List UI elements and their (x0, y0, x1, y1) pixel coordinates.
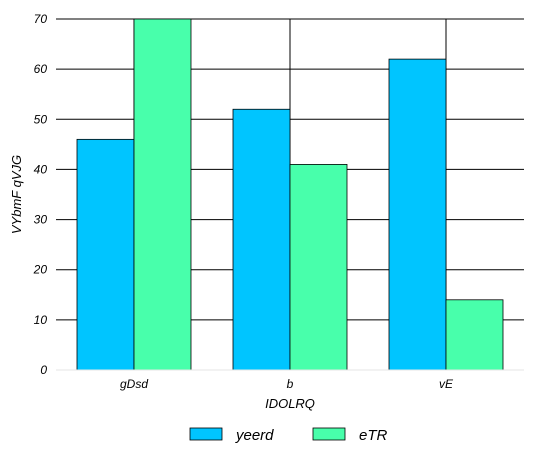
y-tick-label: 20 (33, 263, 48, 277)
legend-label-eTR: eTR (359, 427, 388, 444)
bar-yeerd-b (232, 108, 291, 371)
y-tick-label: 10 (34, 313, 48, 327)
axes: 0 10 20 30 40 50 60 70 gDsd b vE (33, 12, 524, 391)
y-axis-label: VYbmF qVJG (9, 155, 24, 234)
y-tick-label: 30 (34, 213, 48, 227)
legend-label-yeerd: yeerd (235, 427, 274, 444)
legend-swatch-eTR (312, 427, 346, 441)
legend: yeerd eTR (189, 427, 388, 444)
bar-eTR-gDsd (133, 18, 192, 371)
y-tick-label: 60 (34, 62, 48, 76)
x-tick-label: b (287, 377, 294, 391)
bar-eTR-vE (445, 299, 504, 371)
y-tick-label: 40 (34, 162, 48, 176)
bar-yeerd-vE (388, 58, 447, 371)
bar-eTR-b (289, 164, 348, 371)
bar-yeerd-gDsd (76, 138, 135, 371)
x-tick-label: gDsd (120, 377, 148, 391)
y-tick-label: 0 (40, 363, 47, 377)
x-tick-label: vE (439, 377, 454, 391)
x-axis-label: IDOLRQ (265, 396, 315, 411)
y-tick-label: 50 (34, 112, 48, 126)
legend-swatch-yeerd (189, 427, 223, 441)
y-tick-label: 70 (34, 12, 48, 26)
